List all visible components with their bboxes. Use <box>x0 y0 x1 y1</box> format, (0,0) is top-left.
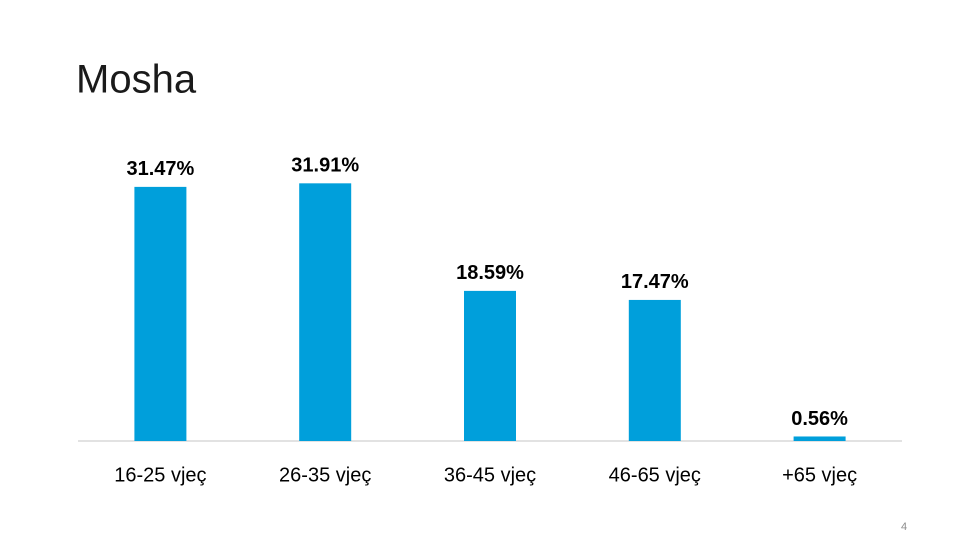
bar <box>628 299 681 441</box>
bar <box>464 290 516 441</box>
data-label: 0.56% <box>791 408 848 430</box>
chart-title: Mosha <box>76 58 197 102</box>
data-label: 31.91% <box>291 155 359 177</box>
x-tick-label: 36-45 vjeç <box>444 464 536 486</box>
bar <box>299 183 352 441</box>
data-label: 17.47% <box>621 271 689 293</box>
page-number: 4 <box>901 521 907 533</box>
x-tick-label: 46-65 vjeç <box>609 464 701 486</box>
x-tick-label: +65 vjeç <box>782 464 857 486</box>
data-label: 31.47% <box>126 158 194 180</box>
bar <box>134 186 187 441</box>
x-tick-label: 16-25 vjeç <box>114 464 206 486</box>
x-tick-label: 26-35 vjeç <box>279 464 371 486</box>
data-label: 18.59% <box>456 262 524 284</box>
bar <box>793 436 846 441</box>
